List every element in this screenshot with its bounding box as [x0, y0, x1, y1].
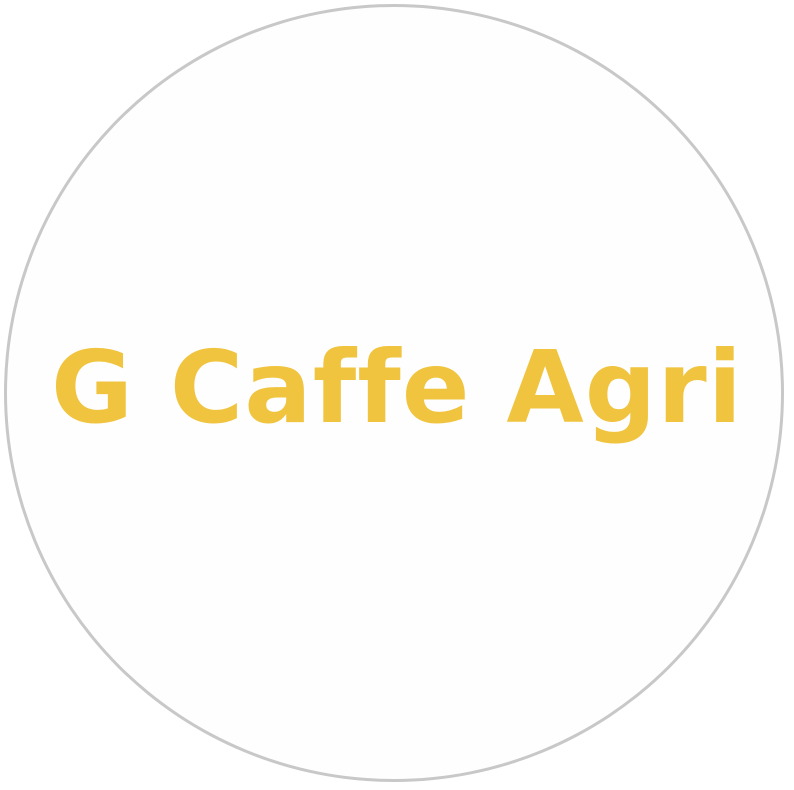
- logo-wordmark: G Caffe Agri: [51, 329, 743, 446]
- logo-circle-ring: [4, 4, 784, 782]
